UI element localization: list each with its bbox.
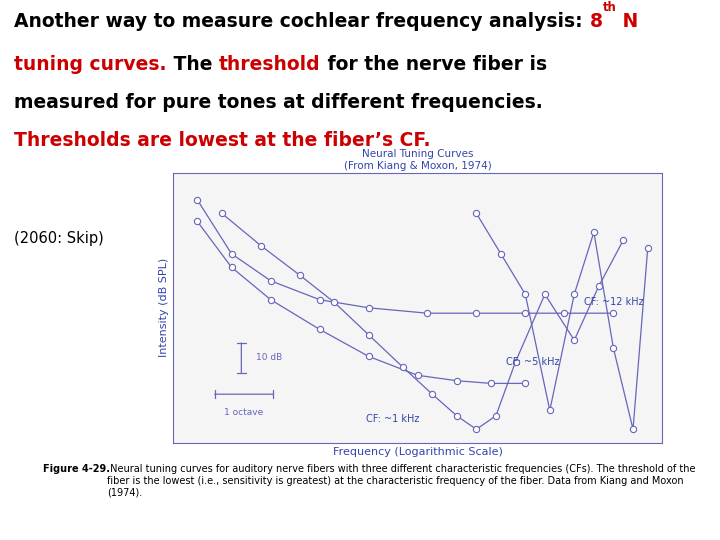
- Text: for the nerve fiber is: for the nerve fiber is: [320, 55, 546, 74]
- Text: Another way to measure cochlear frequency analysis:: Another way to measure cochlear frequenc…: [14, 12, 590, 31]
- Title: Neural Tuning Curves
(From Kiang & Moxon, 1974): Neural Tuning Curves (From Kiang & Moxon…: [343, 149, 492, 171]
- Text: N: N: [616, 12, 639, 31]
- Text: CF: ~12 kHz: CF: ~12 kHz: [584, 298, 644, 307]
- Text: Neural tuning curves for auditory nerve fibers with three different characterist: Neural tuning curves for auditory nerve …: [107, 464, 696, 497]
- Y-axis label: Intensity (dB SPL): Intensity (dB SPL): [158, 258, 168, 357]
- Text: th: th: [603, 1, 616, 14]
- Text: 1 octave: 1 octave: [224, 408, 264, 417]
- X-axis label: Frequency (Logarithmic Scale): Frequency (Logarithmic Scale): [333, 447, 503, 457]
- Text: (2060: Skip): (2060: Skip): [14, 231, 104, 246]
- Text: The: The: [167, 55, 219, 74]
- Text: measured for pure tones at different frequencies.: measured for pure tones at different fre…: [14, 93, 543, 112]
- Text: 8: 8: [590, 12, 603, 31]
- Text: tuning curves.: tuning curves.: [14, 55, 167, 74]
- Text: Figure 4-29.: Figure 4-29.: [43, 464, 110, 475]
- Text: CF: ~1 kHz: CF: ~1 kHz: [366, 414, 420, 424]
- Text: Thresholds are lowest at the fiber’s CF.: Thresholds are lowest at the fiber’s CF.: [14, 131, 431, 150]
- Text: threshold: threshold: [219, 55, 320, 74]
- Text: CF: ~5 kHz: CF: ~5 kHz: [505, 357, 559, 367]
- Text: 10 dB: 10 dB: [256, 353, 282, 362]
